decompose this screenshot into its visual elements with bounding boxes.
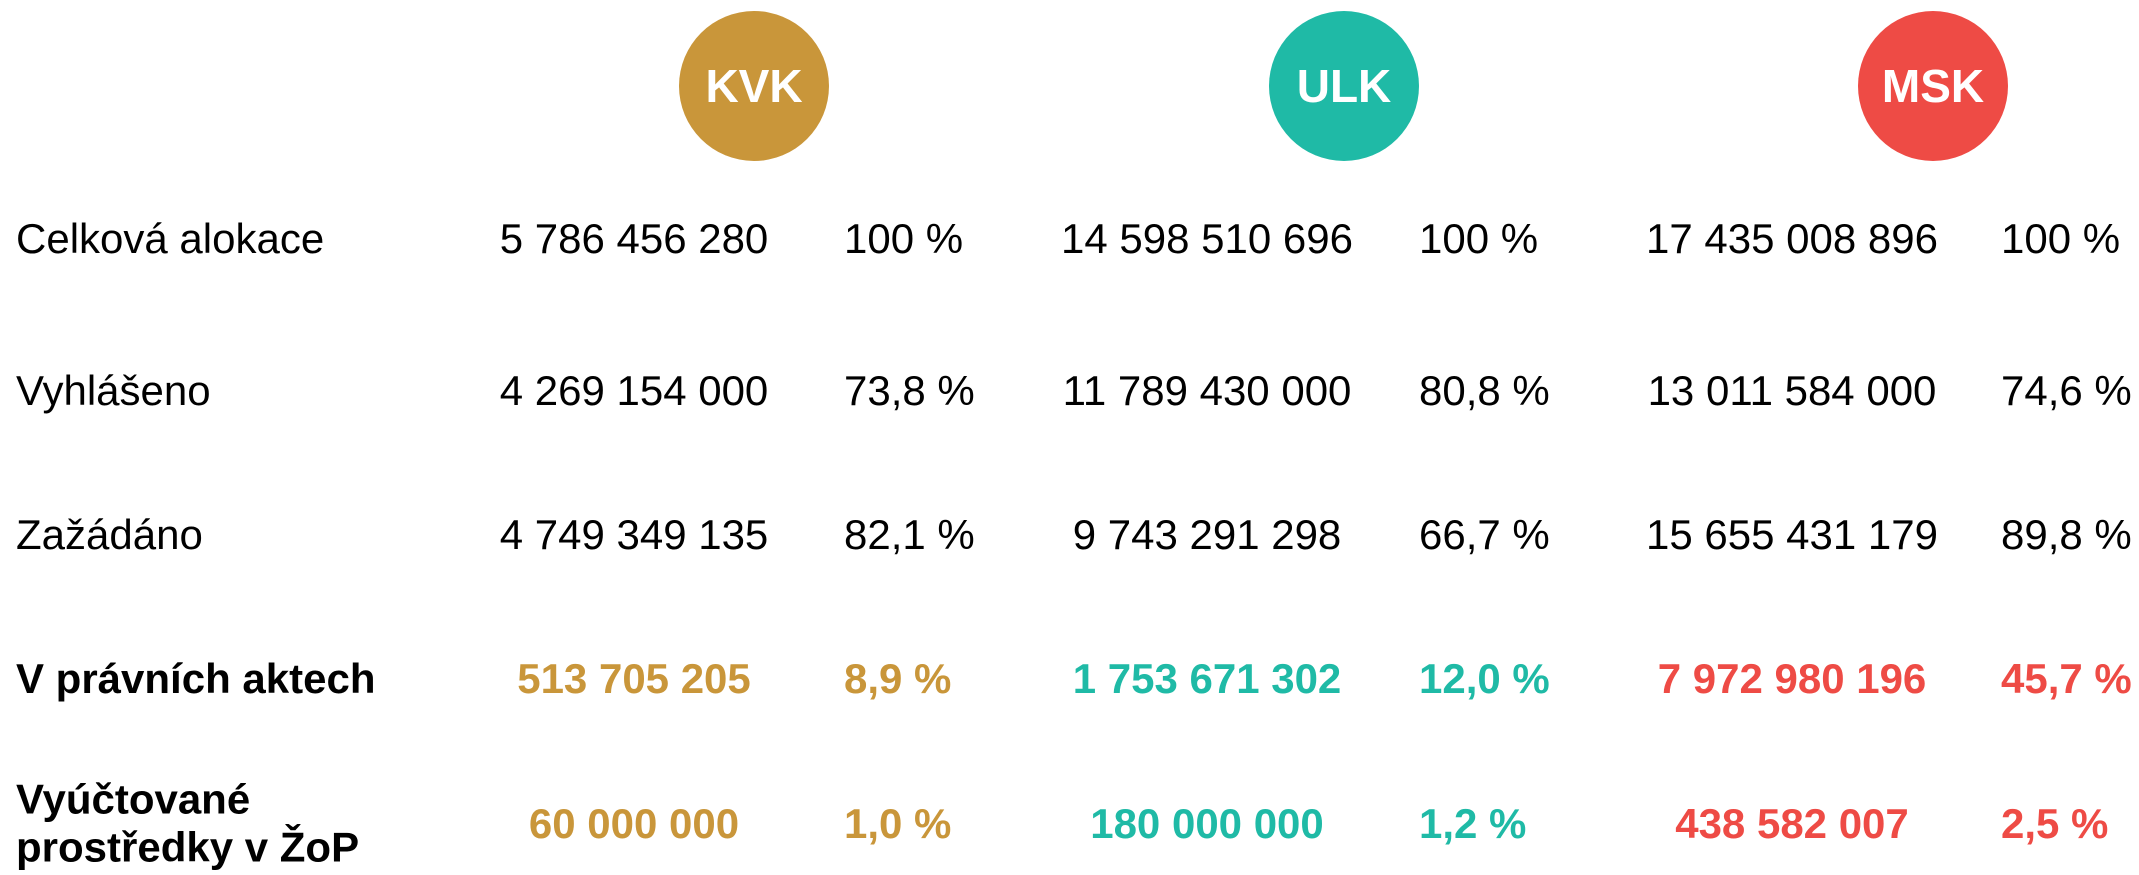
percent: 80,8 % — [1419, 366, 1550, 414]
row-label: Zažádáno — [16, 510, 203, 558]
region-badge: MSK — [1858, 11, 2008, 161]
percent: 100 % — [2001, 214, 2121, 262]
amount: 11 789 430 000 — [1062, 366, 1352, 414]
amount: 60 000 000 — [528, 799, 740, 847]
row-label: Vyúčtované prostředky v ŽoP — [16, 775, 360, 871]
amount: 513 705 205 — [517, 654, 751, 702]
percent: 12,0 % — [1419, 654, 1550, 702]
percent: 100 % — [1419, 214, 1539, 262]
amount: 13 011 584 000 — [1647, 366, 1937, 414]
percent: 1,0 % — [844, 799, 952, 847]
percent: 100 % — [844, 214, 964, 262]
amount: 14 598 510 696 — [1061, 214, 1353, 262]
amount: 7 972 980 196 — [1657, 654, 1927, 702]
percent: 2,5 % — [2001, 799, 2109, 847]
percent: 89,8 % — [2001, 510, 2132, 558]
amount: 17 435 008 896 — [1646, 214, 1938, 262]
row-label: Celková alokace — [16, 214, 325, 262]
amount: 15 655 431 179 — [1646, 510, 1938, 558]
region-badge: ULK — [1269, 11, 1419, 161]
percent: 66,7 % — [1419, 510, 1550, 558]
amount: 1 753 671 302 — [1072, 654, 1342, 702]
amount: 438 582 007 — [1675, 799, 1909, 847]
percent: 1,2 % — [1419, 799, 1527, 847]
percent: 8,9 % — [844, 654, 952, 702]
amount: 4 269 154 000 — [499, 366, 769, 414]
percent: 45,7 % — [2001, 654, 2132, 702]
percent: 73,8 % — [844, 366, 975, 414]
row-label: Vyhlášeno — [16, 366, 211, 414]
amount: 4 749 349 135 — [499, 510, 769, 558]
region-badge: KVK — [679, 11, 829, 161]
row-label: V právních aktech — [16, 654, 376, 702]
amount: 9 743 291 298 — [1072, 510, 1342, 558]
amount: 5 786 456 280 — [499, 214, 769, 262]
amount: 180 000 000 — [1090, 799, 1324, 847]
percent: 74,6 % — [2001, 366, 2132, 414]
percent: 82,1 % — [844, 510, 975, 558]
